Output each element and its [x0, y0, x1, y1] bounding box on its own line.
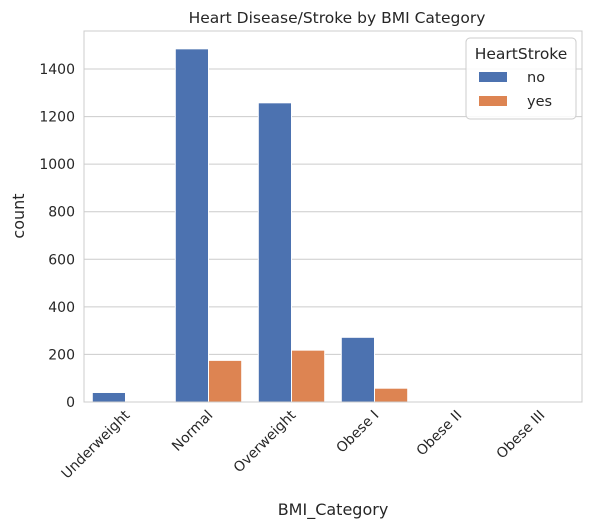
bars: [91, 48, 409, 403]
x-tick-label: Obese II: [414, 408, 466, 460]
plot-frame: [83, 30, 583, 403]
y-tick-label: 1000: [39, 157, 75, 173]
y-tick-label: 1200: [39, 110, 75, 126]
legend-label-yes: yes: [527, 94, 552, 110]
y-tick-label: 1400: [39, 62, 75, 78]
legend-label-no: no: [527, 70, 545, 86]
y-tick-label: 600: [48, 252, 75, 268]
y-axis-title: count: [9, 193, 28, 238]
x-axis-title: BMI_Category: [278, 500, 389, 520]
y-tick-labels: 0 200 400 600 800 1000 1200 1400: [39, 62, 75, 411]
y-tick-label: 800: [48, 205, 75, 221]
x-tick-label: Overweight: [231, 407, 300, 476]
x-tick-label: Obese I: [334, 408, 383, 457]
legend-swatch-yes: [479, 96, 507, 106]
x-tick-label: Obese III: [494, 408, 549, 463]
y-tick-label: 200: [48, 347, 75, 363]
bar-yes: [291, 349, 326, 403]
chart-title: Heart Disease/Stroke by BMI Category: [189, 9, 486, 27]
x-tick-label: Underweight: [59, 407, 134, 482]
x-tick-labels: Underweight Normal Overweight Obese I Obese …: [59, 407, 549, 482]
grid: [84, 68, 582, 403]
legend-title: HeartStroke: [475, 45, 568, 63]
bar-no: [340, 336, 375, 403]
legend: HeartStroke no yes: [465, 37, 577, 120]
bar-no: [174, 48, 210, 403]
y-tick-label: 400: [48, 300, 75, 316]
bar-yes: [374, 387, 409, 403]
bar-no: [257, 102, 292, 403]
bar-no: [91, 391, 127, 403]
bar-yes: [208, 359, 243, 403]
legend-swatch-no: [479, 72, 507, 82]
y-tick-label: 0: [66, 395, 75, 411]
x-tick-label: Normal: [169, 408, 216, 455]
